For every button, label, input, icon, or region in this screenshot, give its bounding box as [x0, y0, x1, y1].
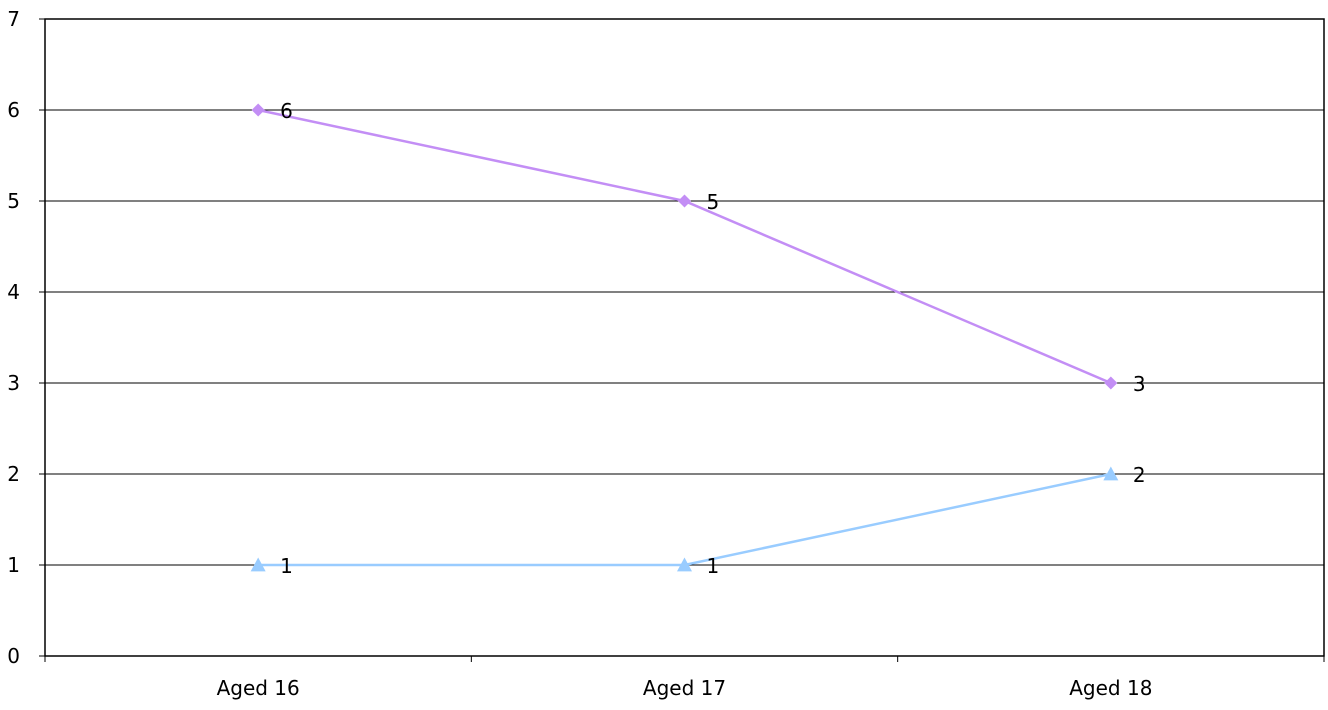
axes: 0 1 2 3 4 5 6 7 Aged 16 Aged 17 Aged 18 — [7, 7, 1325, 700]
y-tick-label: 1 — [7, 553, 20, 577]
data-label: 6 — [280, 99, 293, 123]
y-tick-label: 5 — [7, 189, 20, 213]
x-tick-label: Aged 17 — [643, 676, 726, 700]
series-line-2 — [258, 472, 1112, 567]
data-label: 3 — [1133, 372, 1146, 396]
data-label: 1 — [280, 554, 293, 578]
data-point-triangle — [677, 557, 692, 572]
data-point-diamond — [251, 103, 265, 117]
series — [250, 103, 1119, 572]
data-point-triangle — [1103, 466, 1119, 481]
y-tick-label: 6 — [7, 98, 20, 122]
y-tick-label: 7 — [7, 7, 20, 31]
data-point-diamond — [678, 194, 691, 208]
data-point-diamond — [1104, 376, 1118, 390]
data-label: 1 — [707, 554, 720, 578]
data-label: 2 — [1133, 463, 1146, 487]
y-tick-label: 0 — [7, 644, 20, 668]
series-line-1 — [257, 108, 1112, 385]
y-tick-label: 2 — [7, 462, 20, 486]
data-label: 5 — [707, 190, 720, 214]
data-point-triangle — [250, 557, 266, 572]
y-tick-label: 4 — [7, 280, 20, 304]
x-tick-label: Aged 18 — [1069, 676, 1152, 700]
plot-area-border — [44, 18, 1325, 657]
x-tick-label: Aged 16 — [217, 676, 300, 700]
data-labels: 6 5 3 1 1 2 — [280, 99, 1145, 578]
y-tick-label: 3 — [7, 371, 20, 395]
